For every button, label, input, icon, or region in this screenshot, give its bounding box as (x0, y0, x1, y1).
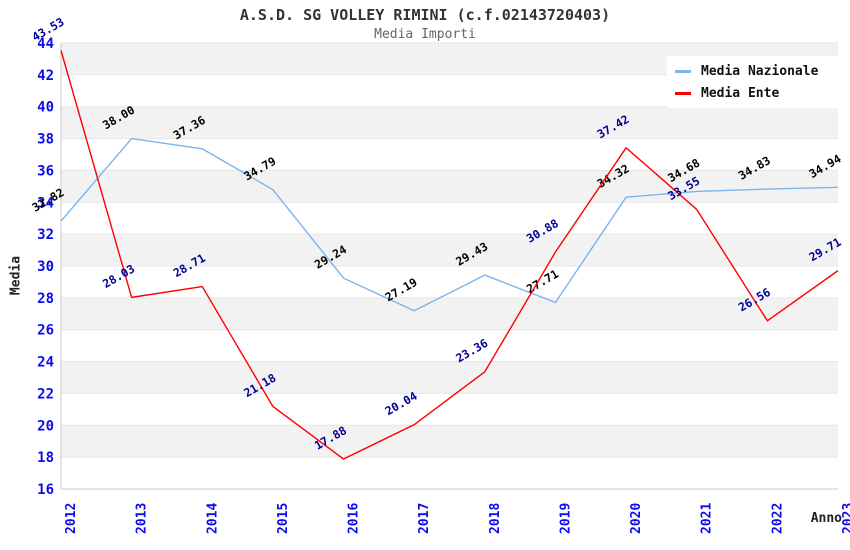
x-tick-label: 2021 (700, 503, 715, 534)
y-tick-label: 16 (37, 482, 54, 498)
x-tick-label: 2018 (488, 503, 503, 534)
plot-band (61, 361, 838, 394)
series-line-media-nazionale (60, 137, 839, 312)
plot-band (61, 425, 838, 458)
y-tick-label: 28 (37, 291, 54, 307)
y-tick-label: 44 (37, 36, 54, 52)
y-axis-title: Media (8, 255, 24, 296)
legend-item-media-nazionale[interactable]: Media Nazionale (675, 60, 850, 82)
y-tick-label: 32 (37, 227, 54, 243)
y-tick-label: 24 (37, 355, 54, 371)
y-tick-label: 30 (37, 259, 54, 275)
y-tick-label: 18 (37, 450, 54, 466)
y-tick-label: 36 (37, 163, 54, 179)
plot-band (61, 170, 838, 203)
x-axis-title: Anno (810, 511, 842, 526)
x-tick-label: 2013 (135, 503, 150, 534)
x-tick-label: 2016 (347, 503, 362, 534)
series-line-media-ente (60, 50, 839, 460)
y-tick-label: 40 (37, 100, 54, 116)
plot-band (61, 234, 838, 266)
x-tick-label: 2023 (841, 503, 850, 534)
data-label-media-nazionale: 27.71 (524, 267, 561, 296)
x-tick-label: 2017 (417, 503, 432, 534)
legend-item-media-ente[interactable]: Media Ente (675, 82, 850, 104)
y-tick-label: 26 (37, 323, 54, 339)
y-tick-label: 22 (37, 386, 54, 402)
chart-subtitle: Media Importi (374, 27, 476, 42)
chart-title: A.S.D. SG VOLLEY RIMINI (c.f.02143720403… (239, 6, 611, 24)
data-label-media-ente: 23.36 (453, 336, 490, 365)
plot-band (61, 297, 838, 330)
legend-swatch-ente-icon (675, 91, 691, 95)
x-tick-label: 2012 (64, 503, 79, 534)
legend: Media Nazionale Media Ente (667, 56, 850, 108)
x-tick-label: 2020 (629, 503, 644, 534)
y-tick-label: 20 (37, 418, 54, 434)
x-tick-label: 2019 (558, 503, 573, 534)
x-tick-label: 2014 (205, 503, 220, 534)
legend-label: Media Nazionale (701, 63, 819, 79)
legend-swatch-nazionale-icon (675, 69, 691, 73)
x-tick-label: 2015 (276, 503, 291, 534)
legend-label: Media Ente (701, 85, 780, 101)
y-tick-label: 38 (37, 132, 54, 148)
plot-band (61, 106, 838, 139)
y-tick-label: 42 (37, 68, 54, 84)
x-tick-label: 2022 (770, 503, 785, 534)
y-tick-label: 34 (37, 195, 54, 211)
